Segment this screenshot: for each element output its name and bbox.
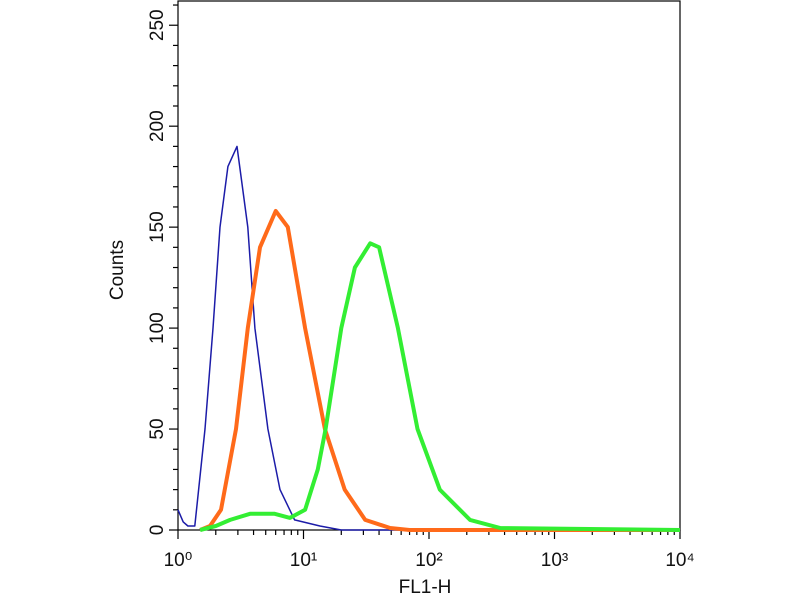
x-tick-label: 10³ <box>541 550 568 571</box>
y-tick-label: 150 <box>147 211 168 243</box>
histogram-line <box>177 145 680 531</box>
x-tick-label: 10² <box>415 550 442 571</box>
y-tick-label: 250 <box>147 9 168 41</box>
y-tick-label: 200 <box>147 110 168 142</box>
histogram-line <box>199 209 680 532</box>
plot-frame <box>177 0 681 531</box>
y-axis-label: Counts <box>107 240 128 300</box>
x-tick-label: 10⁴ <box>665 550 694 571</box>
x-tick-label: 10¹ <box>290 550 317 571</box>
y-tick-label: 0 <box>147 525 168 536</box>
y-tick-label: 50 <box>147 418 168 439</box>
histogram-line <box>199 241 681 532</box>
x-tick-label: 10⁰ <box>164 550 193 571</box>
y-tick-label: 100 <box>147 312 168 344</box>
x-axis-label: FL1-H <box>399 577 452 598</box>
